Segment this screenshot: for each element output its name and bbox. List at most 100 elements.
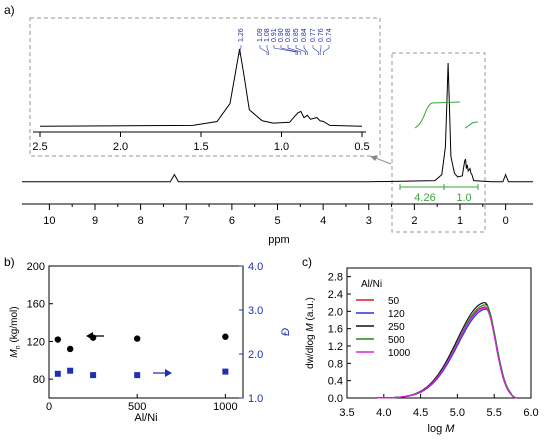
integral-value-2: 1.0 [456, 192, 471, 204]
inset-peak-label: 0.76 [318, 28, 325, 42]
dispersity-point [134, 372, 141, 379]
panel-b-y-tick-label: 80 [33, 374, 45, 386]
panel-c-x-tick-label: 3.5 [339, 407, 354, 419]
dispersity-point [67, 367, 74, 374]
panel-c-label: c) [302, 255, 312, 269]
panel-b-y-tick-label: 200 [27, 261, 45, 273]
inset-peak-connector [295, 45, 306, 55]
panel-b-y-label: Mn (kg/mol) [9, 306, 22, 357]
main-x-tick-label: 0 [503, 215, 509, 227]
legend-label-500: 500 [388, 335, 405, 346]
dispersity-point [90, 372, 97, 379]
panel-c-x-label: log M [428, 423, 456, 435]
panel-b-y-tick-label: 120 [27, 336, 45, 348]
main-x-tick-label: 10 [43, 215, 55, 227]
main-x-tick-label: 4 [320, 215, 326, 227]
main-x-tick-label: 2 [411, 215, 417, 227]
dispersity-point [54, 370, 61, 377]
mn-point [133, 335, 141, 342]
legend-label-250: 250 [388, 322, 405, 333]
panel-c-y-tick-label: 0.0 [328, 393, 343, 405]
panel-c-y-tick-label: 0.4 [328, 376, 343, 388]
inset-peak-label: 1.09 [257, 28, 264, 42]
panel-a-label: a) [4, 3, 15, 17]
mn-point [54, 336, 62, 343]
inset-x-tick-label: 2.5 [32, 141, 47, 153]
legend-label-50: 50 [388, 296, 400, 307]
panel-b-y2-tick-label: 3.0 [248, 305, 263, 317]
main-x-tick-label: 1 [457, 215, 463, 227]
panel-c-y-tick-label: 1.6 [328, 324, 343, 336]
inset-peak-label: 0.74 [326, 28, 333, 42]
panel-b-x-tick-label: 0 [46, 401, 52, 413]
panel-c-y-tick-label: 2.0 [328, 306, 343, 318]
panel-b-y2-tick-label: 2.0 [248, 349, 263, 361]
panel-c-frame [346, 267, 532, 399]
inset-peak-label: 1.26 [238, 28, 245, 42]
panel-b-y2-label: Đ [280, 328, 292, 336]
inset-peak-label: 1.08 [264, 28, 271, 42]
panel-b-y2-tick-label: 1.0 [248, 393, 263, 405]
panel-c-y-label: dw/dlog M (a.u.) [305, 297, 316, 369]
panel-c-x-tick-label: 6.0 [523, 407, 538, 419]
panel-b-x-label: Al/Ni [134, 412, 157, 424]
panel-c-y-tick-label: 2.4 [328, 289, 343, 301]
inset-peak-label: 0.91 [271, 28, 278, 42]
mn-point [66, 345, 74, 353]
inset-spectrum-line [39, 48, 363, 127]
right-axis-arrowhead [165, 369, 172, 377]
legend-title: Al/Ni [361, 279, 382, 290]
inset-box [29, 17, 381, 157]
panel-b-label: b) [4, 255, 15, 269]
panel-b-y2-tick-label: 4.0 [248, 261, 263, 273]
mn-point [222, 333, 229, 340]
legend-label-120: 120 [388, 309, 405, 320]
panel-c-x-tick-label: 4.0 [376, 407, 391, 419]
inset-peak-connector [280, 45, 298, 55]
inset-peak-label: 0.88 [285, 28, 292, 42]
dispersity-point [222, 368, 229, 375]
inset-peak-connector [273, 45, 297, 55]
panel-b-frame [48, 265, 244, 399]
main-spectrum-line [22, 62, 533, 183]
integral-value-1: 4.26 [414, 192, 435, 204]
panel-c-x-tick-label: 5.0 [450, 407, 465, 419]
main-x-tick-label: 6 [229, 215, 235, 227]
integral-trace-1 [414, 101, 461, 129]
inset-peak-connector [303, 45, 308, 55]
inset-x-tick-label: 1.5 [193, 141, 208, 153]
inset-peak-connector [319, 45, 322, 55]
panel-b-x-tick-label: 500 [128, 401, 146, 413]
main-x-tick-label: 8 [138, 215, 144, 227]
panel-c-y-tick-label: 0.8 [328, 358, 343, 370]
inset-peak-connector [239, 45, 242, 55]
panel-b-y-tick-label: 160 [27, 299, 45, 311]
left-axis-arrowhead [86, 332, 93, 340]
inset-peak-label: 0.77 [310, 28, 317, 42]
panel-b-x-tick-label: 1000 [213, 401, 237, 413]
gpc-curve-1000 [376, 307, 518, 399]
inset-peak-connector [287, 45, 302, 55]
panel-c-y-tick-label: 2.8 [328, 272, 343, 284]
inset-peak-label: 0.84 [301, 28, 308, 42]
inset-x-tick-label: 0.5 [354, 141, 369, 153]
panel-c-y-tick-label: 1.2 [328, 341, 343, 353]
main-x-tick-label: 3 [366, 215, 372, 227]
inset-x-tick-label: 2.0 [113, 141, 128, 153]
inset-peak-connector [266, 45, 269, 55]
inset-peak-label: 0.85 [293, 28, 300, 42]
main-x-tick-label: 9 [92, 215, 98, 227]
panel-c-x-tick-label: 5.5 [487, 407, 502, 419]
panel-c-x-tick-label: 4.5 [413, 407, 428, 419]
inset-x-tick-label: 1.0 [274, 141, 289, 153]
zoom-region-box [391, 52, 486, 233]
main-x-tick-label: 7 [183, 215, 189, 227]
main-x-axis-label: ppm [268, 234, 289, 246]
inset-peak-connector [259, 45, 268, 55]
inset-peak-connector [323, 45, 330, 55]
inset-peak-connector [312, 45, 319, 55]
inset-peak-label: 0.90 [278, 28, 285, 42]
legend-label-1000: 1000 [388, 348, 411, 359]
integral-trace-2 [464, 121, 479, 129]
